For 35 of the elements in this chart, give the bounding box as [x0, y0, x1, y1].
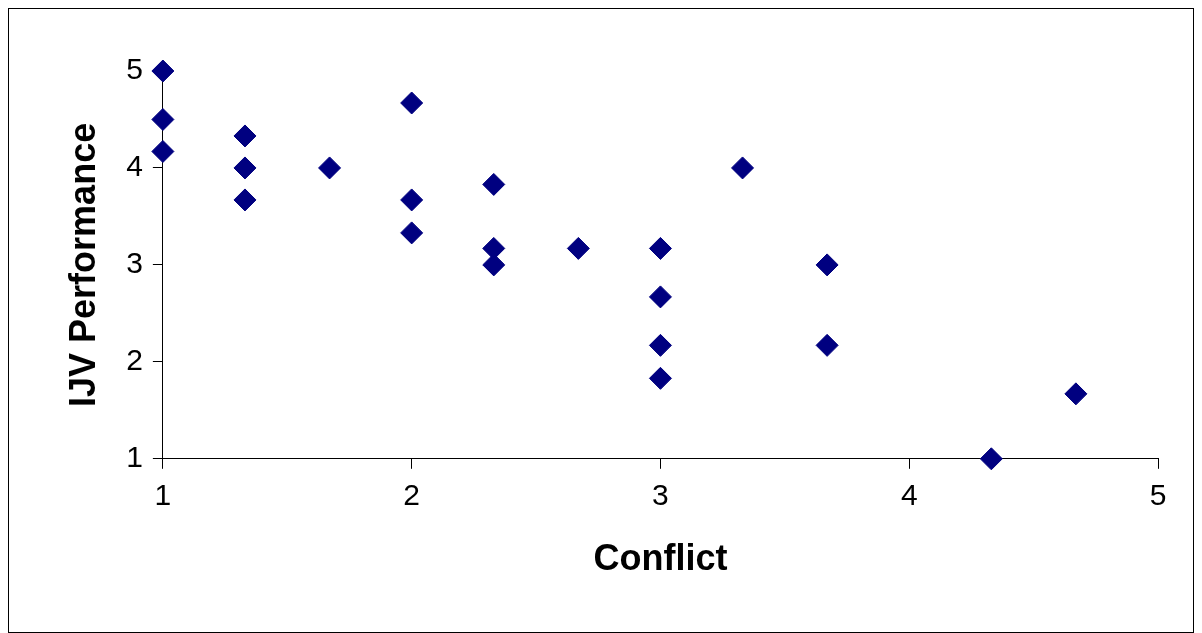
point: [482, 172, 506, 196]
point: [233, 188, 257, 212]
y-tick-label: 1: [126, 440, 143, 474]
x-tick-label: 5: [1149, 478, 1167, 512]
point: [566, 236, 590, 260]
point: [233, 156, 257, 180]
x-tick-label: 4: [900, 478, 918, 512]
point: [400, 91, 424, 115]
point: [482, 253, 506, 277]
point: [648, 333, 672, 357]
point: [1064, 382, 1088, 406]
point: [731, 156, 755, 180]
point: [648, 366, 672, 390]
y-tick-label: 4: [126, 149, 143, 183]
point: [482, 236, 506, 260]
point: [815, 333, 839, 357]
point: [648, 285, 672, 309]
point: [815, 253, 839, 277]
point: [400, 221, 424, 245]
x-tick-label: 3: [652, 478, 669, 512]
x-axis-title: Conflict: [593, 537, 728, 579]
point: [979, 447, 1003, 471]
point: [151, 107, 175, 131]
point: [151, 139, 175, 163]
point: [151, 59, 175, 83]
y-tick-label: 3: [126, 246, 143, 280]
y-axis-title: IJV Performance: [61, 122, 103, 407]
point: [648, 236, 672, 260]
y-tick-label: 2: [126, 343, 143, 377]
point: [400, 188, 424, 212]
x-tick-label: 1: [154, 478, 172, 512]
x-tick-label: 2: [403, 478, 421, 512]
point: [233, 124, 257, 148]
y-tick-label: 5: [126, 52, 143, 86]
point: [318, 156, 342, 180]
